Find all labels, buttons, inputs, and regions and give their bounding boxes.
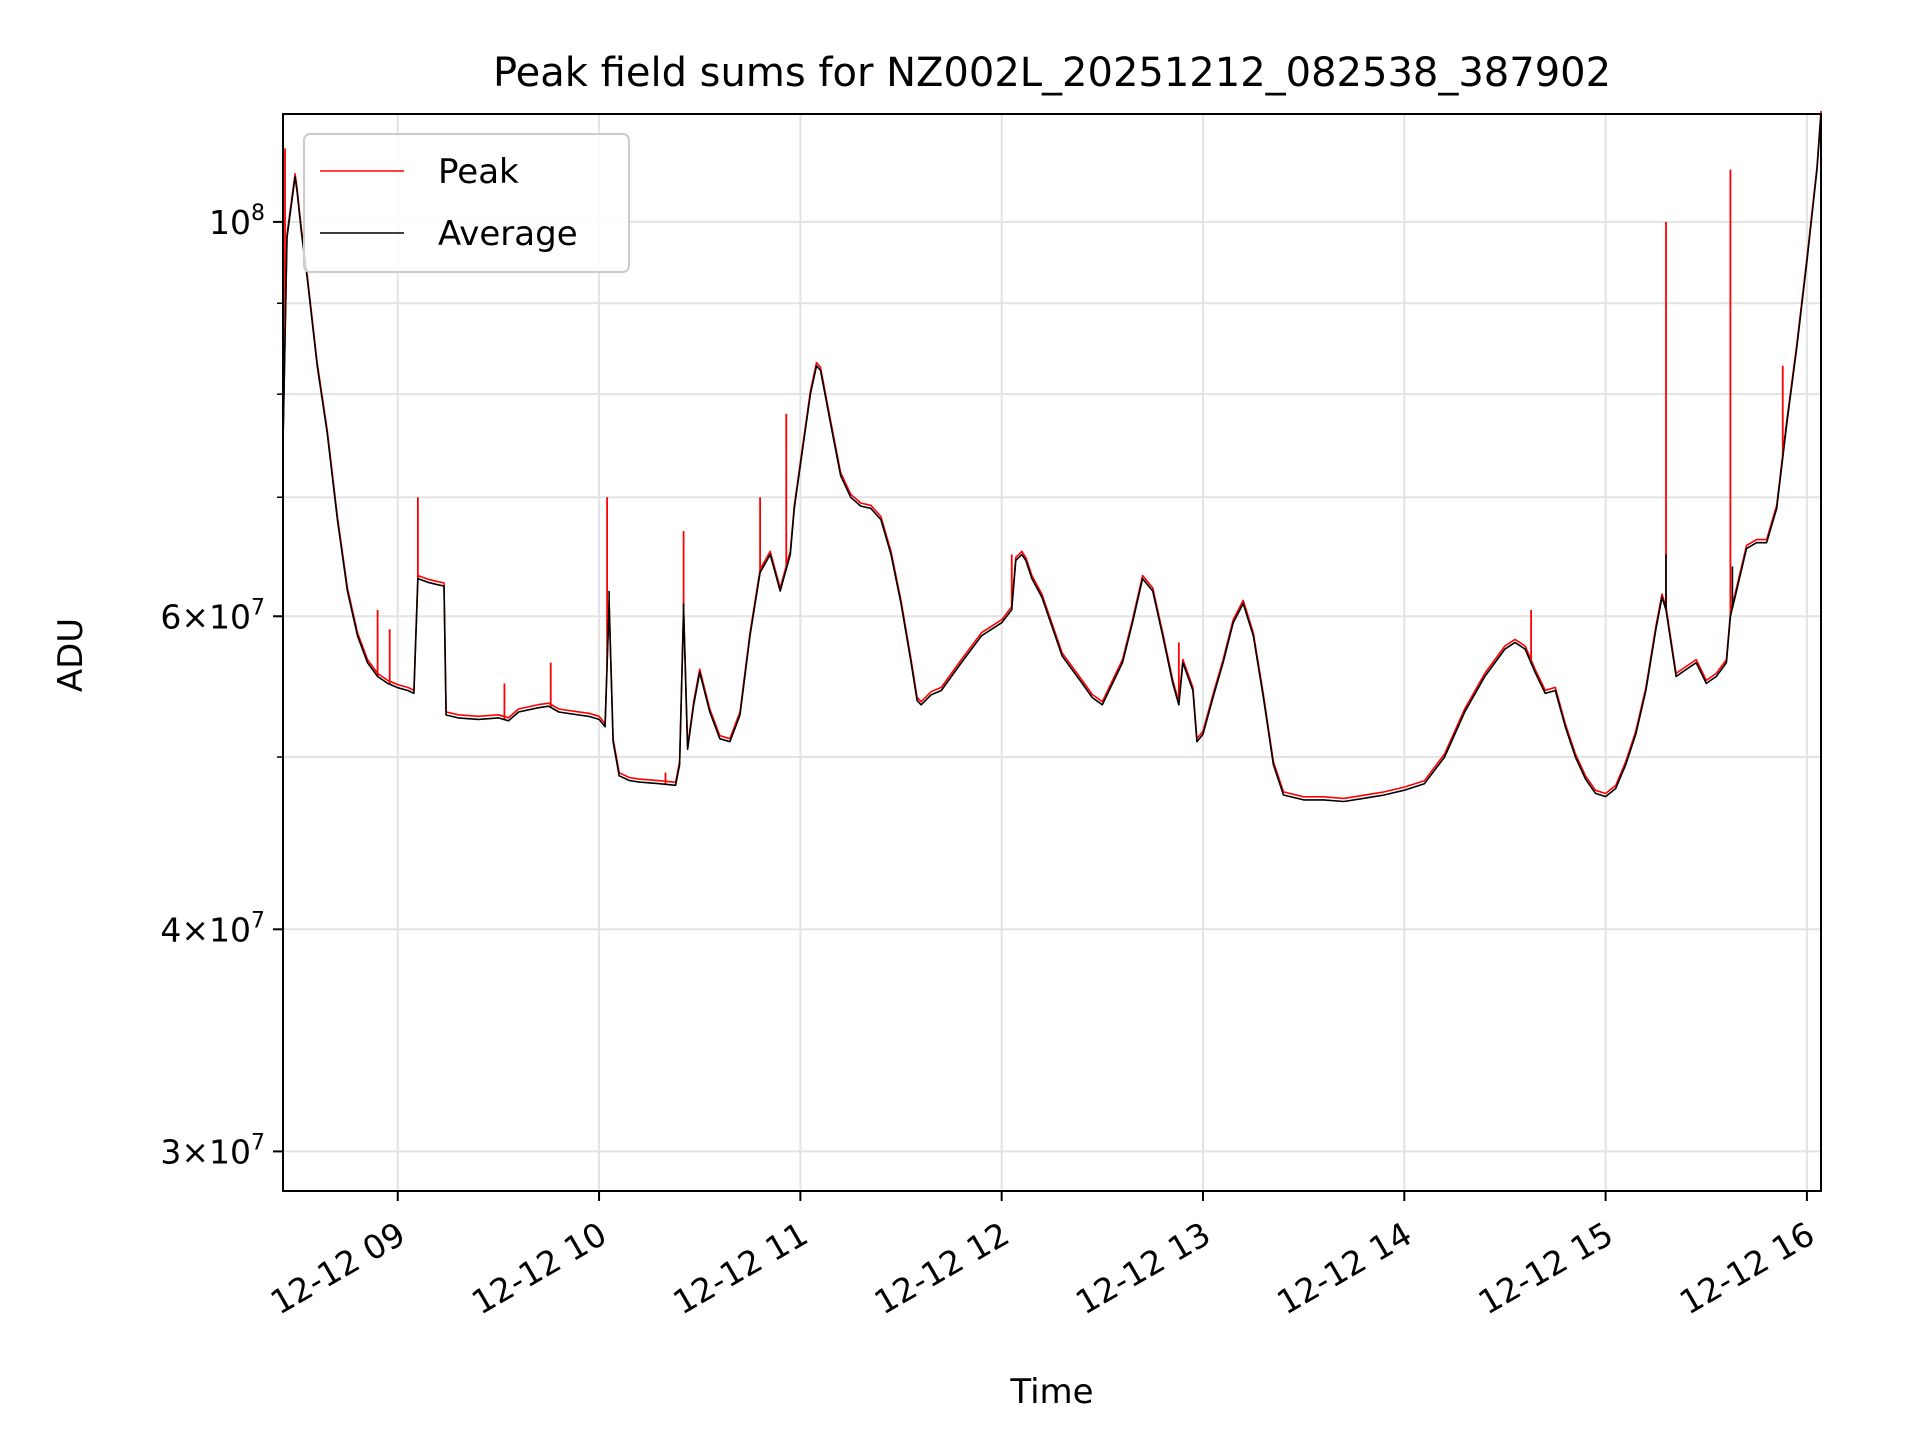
peak-series-line xyxy=(282,110,1822,800)
average-series-line xyxy=(282,113,1822,803)
y-tick-label: 4×107 xyxy=(160,908,265,949)
chart-title: Peak field sums for NZ002L_20251212_0825… xyxy=(493,50,1611,96)
data-series xyxy=(282,110,1822,803)
x-axis-label: Time xyxy=(1009,1372,1093,1412)
legend-average-label: Average xyxy=(438,214,578,254)
y-tick-label: 6×107 xyxy=(160,595,265,636)
y-tick-label: 3×107 xyxy=(160,1130,265,1171)
y-axis-label: ADU xyxy=(51,618,91,692)
y-tick-label: 108 xyxy=(209,201,265,242)
legend-box xyxy=(303,133,630,273)
plot-frame xyxy=(282,113,1822,1192)
legend: Peak Average xyxy=(303,133,630,273)
legend-peak-label: Peak xyxy=(438,152,519,192)
